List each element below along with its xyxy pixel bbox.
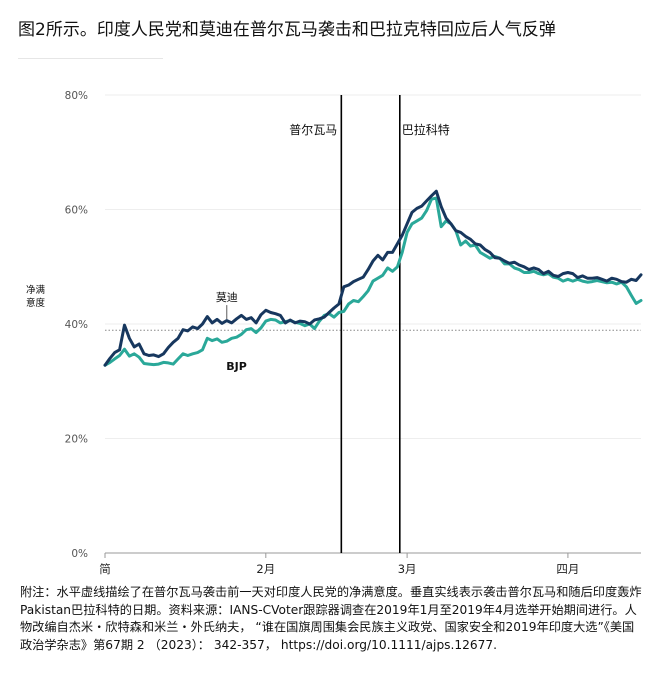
bjp-series-label: BJP	[226, 360, 247, 373]
y-tick-label: 40%	[65, 319, 88, 331]
x-tick-label: 2月	[256, 562, 275, 576]
chart-title: 图2所示。印度人民党和莫迪在普尔瓦马袭击和巴拉克特回应后人气反弹	[18, 20, 556, 40]
event-label-bg	[400, 121, 455, 139]
x-tick-label: 四月	[556, 562, 579, 576]
y-axis-label: 净满	[26, 284, 46, 296]
event-label-bg	[283, 121, 338, 139]
x-tick-label: 3月	[398, 562, 417, 576]
line-chart: 0% 20% 40% 60% 80% 简 2月 3月 四月 普尔瓦马 巴拉科特 莫迪 BJP 净满…	[26, 90, 643, 576]
event-label: 巴拉科特	[402, 122, 450, 137]
footnote: 附注：水平虚线描绘了在普尔瓦马袭击前一天对印度人民党的净满意度。垂直实线表示袭击…	[20, 585, 642, 652]
event-markers: 普尔瓦马 巴拉科特	[283, 95, 455, 553]
gridlines	[105, 94, 641, 439]
bjp-series-line	[103, 196, 643, 367]
y-axis-ticks: 0% 20% 40% 60% 80%	[65, 90, 88, 560]
event-label: 普尔瓦马	[289, 122, 337, 137]
y-tick-label: 0%	[71, 548, 88, 560]
x-axis-ticks: 简 2月 3月 四月	[99, 553, 579, 576]
y-tick-label: 60%	[65, 205, 88, 217]
y-axis-label-line2: 意度	[26, 297, 46, 309]
series-labels: 莫迪 BJP	[216, 291, 247, 373]
modi-series-line	[103, 189, 643, 367]
modi-series-label: 莫迪	[216, 291, 238, 304]
y-tick-label: 20%	[65, 434, 88, 446]
x-tick-label: 简	[99, 562, 111, 576]
series-lines	[103, 189, 643, 367]
title-divider	[18, 58, 163, 59]
y-tick-label: 80%	[65, 90, 88, 102]
